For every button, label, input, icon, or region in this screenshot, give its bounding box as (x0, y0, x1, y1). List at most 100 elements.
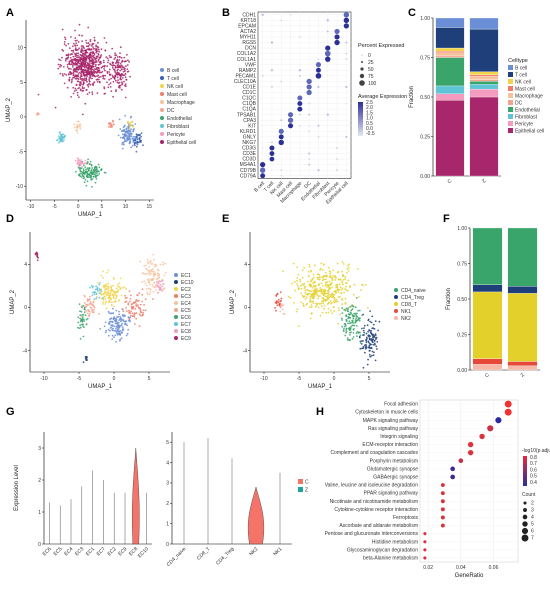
umap-point (112, 68, 115, 71)
umap-point (111, 64, 114, 67)
umap-point (87, 304, 89, 307)
umap-point (130, 310, 132, 313)
umap-point (117, 134, 120, 137)
umap-point (80, 75, 83, 78)
term-label: PPAR signaling pathway (364, 491, 419, 497)
umap-point (358, 309, 361, 312)
umap-point (128, 290, 131, 292)
umap-point (96, 75, 98, 77)
umap-point (95, 177, 98, 180)
umap-point (87, 54, 90, 57)
count-legend-dot (522, 521, 528, 527)
umap-point (93, 308, 95, 311)
legend-swatch (394, 295, 398, 299)
umap-point (372, 327, 375, 330)
umap-point (325, 271, 327, 274)
umap-point (67, 73, 70, 75)
umap-point (76, 39, 78, 42)
umap-point (87, 66, 90, 69)
umap-point (316, 294, 319, 297)
umap-point (348, 267, 350, 269)
bar-segment (507, 293, 538, 362)
umap-point (99, 61, 101, 64)
legend-label: EC8 (181, 329, 191, 335)
umap-point (316, 273, 319, 275)
umap-point (84, 178, 87, 181)
umap-point (77, 68, 80, 71)
y-tick-label: 0 (24, 305, 27, 311)
umap-point (115, 61, 118, 64)
umap-point (103, 87, 106, 90)
y-tick-label: 0.50 (457, 297, 467, 303)
umap-point (142, 144, 144, 147)
umap-point (114, 334, 117, 337)
umap-point (119, 338, 122, 341)
umap-point (339, 313, 341, 316)
umap-point (131, 302, 134, 305)
umap-point (119, 128, 122, 130)
umap-point (109, 300, 111, 303)
umap-point (68, 76, 71, 79)
expression-dot (269, 145, 275, 151)
umap-point (367, 307, 369, 309)
umap-point (297, 285, 299, 287)
umap-point (57, 67, 60, 70)
umap-point (275, 302, 278, 305)
umap-point (112, 277, 115, 279)
umap-point (68, 67, 70, 70)
umap-point (78, 173, 81, 176)
umap-point (108, 71, 111, 73)
umap-point (137, 299, 140, 302)
term-dot (423, 540, 427, 544)
umap-point (341, 312, 344, 314)
umap-point (124, 323, 126, 325)
umap-point (151, 278, 154, 280)
umap-point (131, 144, 134, 147)
celltype-label: DC (303, 180, 313, 190)
umap-point (101, 70, 104, 73)
umap-point (75, 170, 77, 173)
umap-point (66, 86, 69, 89)
y-tick-label: 2 (166, 501, 169, 507)
umap-point (96, 68, 99, 71)
umap-point (126, 324, 128, 327)
gene-label: CD3G (242, 146, 256, 152)
umap-point (136, 300, 139, 302)
expression-dot (259, 167, 266, 173)
umap-point (345, 318, 348, 321)
umap-point (108, 54, 111, 57)
umap-point (130, 135, 133, 138)
umap-point (82, 175, 85, 178)
umap-point (109, 82, 112, 85)
umap-point (128, 318, 131, 321)
umap-point (370, 329, 373, 332)
umap-point (351, 313, 354, 316)
umap-point (143, 280, 146, 282)
umap-point (337, 271, 340, 273)
umap-point (107, 125, 110, 128)
umap-point (367, 318, 370, 321)
umap-point (323, 307, 325, 310)
legend-label: Fibroblast (167, 124, 190, 130)
umap-point (321, 296, 324, 299)
umap-point (139, 133, 141, 136)
umap-point (328, 280, 331, 283)
umap-point (121, 65, 123, 68)
expression-dot (326, 19, 329, 22)
umap-point (291, 282, 293, 285)
color-legend-label: 2.0 (366, 105, 373, 111)
bar-segment (435, 93, 465, 101)
umap-point (157, 282, 160, 285)
umap-point (365, 345, 368, 348)
umap-point (92, 48, 95, 50)
color-legend-label: 0.0 (366, 126, 373, 132)
gene-label: MYH11 (240, 35, 257, 41)
umap-point (111, 74, 114, 77)
expression-dot (315, 67, 321, 73)
umap-point (315, 304, 318, 306)
umap-point (146, 291, 149, 294)
umap-point (361, 314, 364, 317)
umap-point (162, 261, 165, 264)
term-label: Ferroptosis (393, 515, 419, 521)
